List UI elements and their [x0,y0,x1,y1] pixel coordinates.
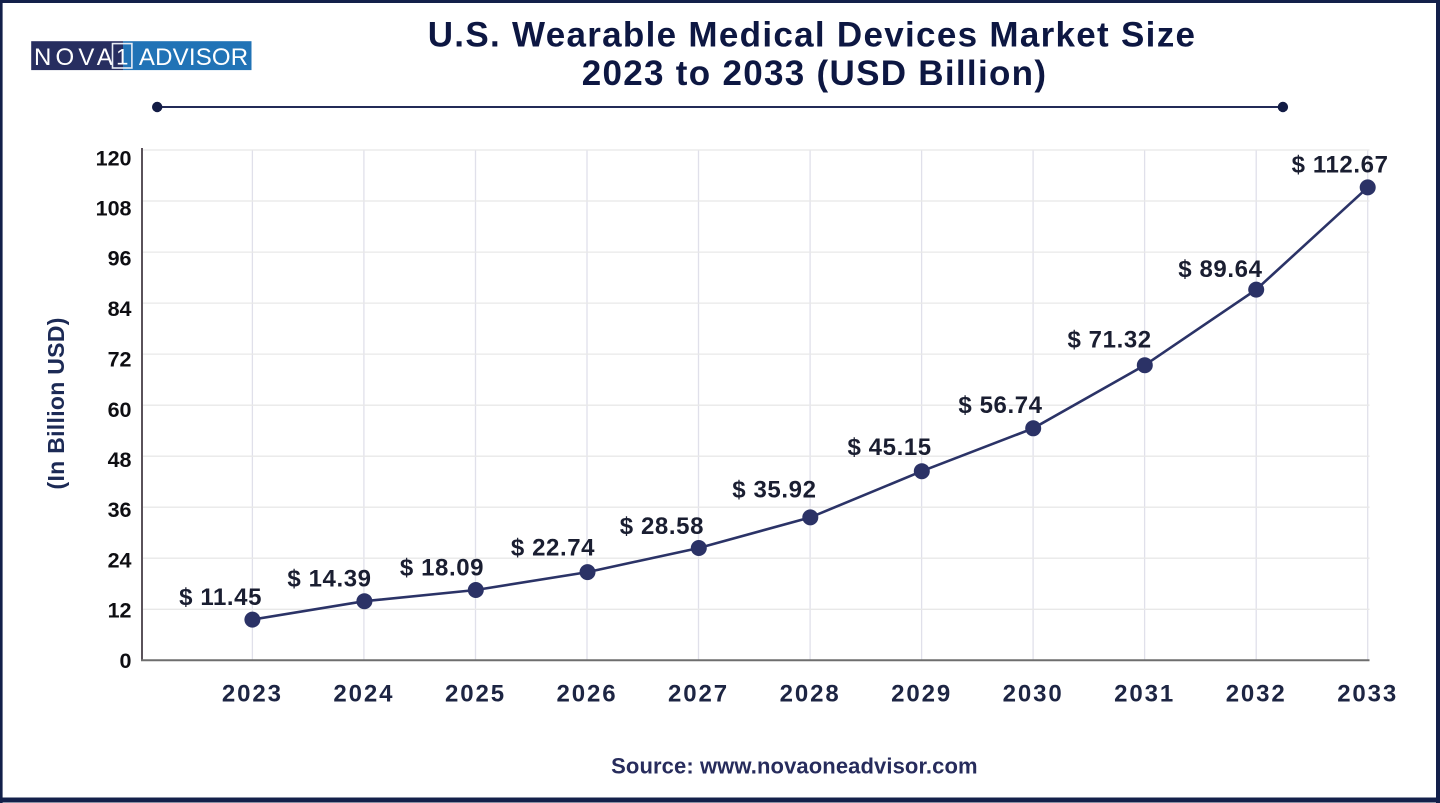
svg-text:Source: www.novaoneadvisor.com: Source: www.novaoneadvisor.com [611,754,978,779]
svg-text:$ 18.09: $ 18.09 [400,554,484,581]
svg-text:0: 0 [120,649,132,673]
svg-text:2031: 2031 [1114,681,1175,708]
svg-text:2029: 2029 [891,681,952,708]
svg-text:$ 71.32: $ 71.32 [1067,327,1151,354]
svg-text:$ 89.64: $ 89.64 [1178,256,1262,283]
svg-text:NOVA: NOVA [34,44,117,71]
svg-text:48: 48 [108,448,132,472]
svg-text:$ 35.92: $ 35.92 [732,477,816,504]
svg-text:2023 to 2033 (USD Billion): 2023 to 2033 (USD Billion) [582,54,1048,93]
svg-text:2028: 2028 [780,681,841,708]
svg-text:24: 24 [108,548,132,572]
svg-text:1: 1 [116,45,128,70]
svg-text:96: 96 [108,246,132,270]
svg-text:60: 60 [108,398,132,422]
svg-text:$ 45.15: $ 45.15 [847,434,931,461]
svg-text:ADVISOR: ADVISOR [139,44,248,71]
svg-text:36: 36 [108,498,132,522]
svg-text:2025: 2025 [445,681,506,708]
svg-text:2033: 2033 [1337,681,1398,708]
svg-text:2032: 2032 [1226,681,1287,708]
svg-text:2024: 2024 [333,681,394,708]
svg-text:84: 84 [108,297,132,321]
svg-text:72: 72 [108,347,132,371]
svg-text:$ 112.67: $ 112.67 [1292,152,1389,179]
svg-text:(In Billion USD): (In Billion USD) [43,317,69,489]
svg-text:2027: 2027 [668,681,729,708]
svg-text:$ 28.58: $ 28.58 [620,513,704,540]
svg-text:$ 11.45: $ 11.45 [179,584,262,611]
svg-text:$ 14.39: $ 14.39 [287,565,371,592]
svg-text:108: 108 [96,196,132,220]
svg-text:120: 120 [96,147,132,171]
svg-text:2030: 2030 [1003,681,1064,708]
svg-text:2023: 2023 [222,681,283,708]
svg-text:$ 22.74: $ 22.74 [511,534,595,561]
svg-text:12: 12 [108,599,132,623]
svg-text:2026: 2026 [557,681,618,708]
svg-text:U.S. Wearable Medical Devices: U.S. Wearable Medical Devices Market Siz… [428,16,1197,55]
svg-text:$ 56.74: $ 56.74 [958,392,1042,419]
